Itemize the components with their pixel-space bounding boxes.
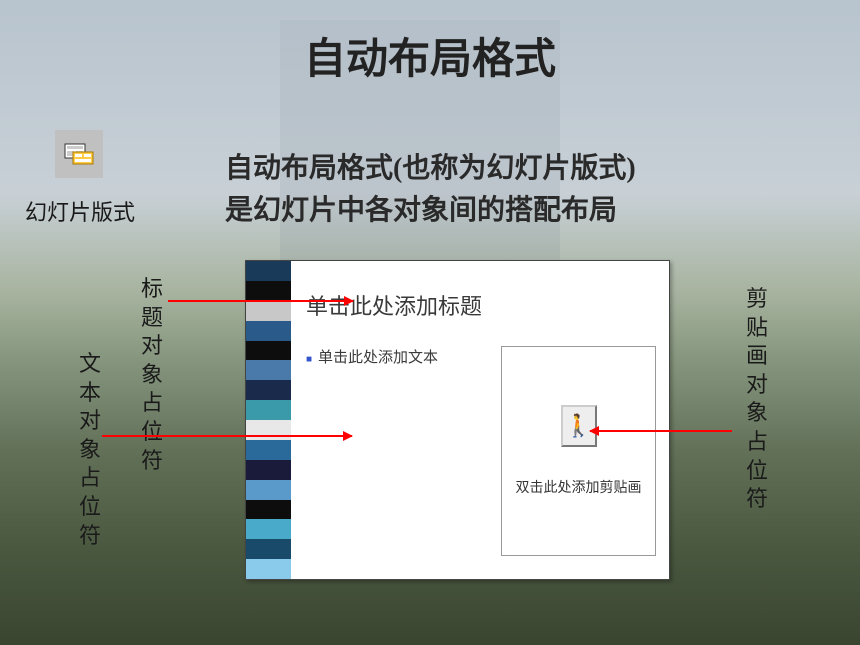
slide-sidebar-decoration <box>246 261 291 579</box>
desc-line2: 是幻灯片中各对象间的搭配布局 <box>225 190 636 232</box>
slide-text-placeholder: ■ 单击此处添加文本 <box>306 346 486 556</box>
layout-icon-label: 幻灯片版式 <box>20 195 140 227</box>
label-title-placeholder: 标题对象占位符 <box>140 275 164 475</box>
page-title: 自动布局格式 <box>0 25 860 86</box>
arrow-to-clipart <box>590 430 732 432</box>
text-ph-content: 单击此处添加文本 <box>318 350 438 366</box>
slide-title-placeholder: 单击此处添加标题 <box>306 289 646 321</box>
clipart-ph-label: 双击此处添加剪贴画 <box>516 477 642 497</box>
slide-clipart-placeholder: 🚶 双击此处添加剪贴画 <box>501 346 656 556</box>
slide-layout-preview: 单击此处添加标题 ■ 单击此处添加文本 🚶 双击此处添加剪贴画 <box>245 260 670 580</box>
desc-line1: 自动布局格式(也称为幻灯片版式) <box>225 148 636 190</box>
description: 自动布局格式(也称为幻灯片版式) 是幻灯片中各对象间的搭配布局 <box>225 148 636 232</box>
arrow-to-title <box>168 300 353 302</box>
arrow-to-text <box>102 435 352 437</box>
layout-icon <box>55 130 103 178</box>
label-text-placeholder: 文本对象占位符 <box>78 350 102 550</box>
bullet-icon: ■ <box>306 354 312 365</box>
label-clipart-placeholder: 剪贴画对象占位符 <box>745 285 769 514</box>
